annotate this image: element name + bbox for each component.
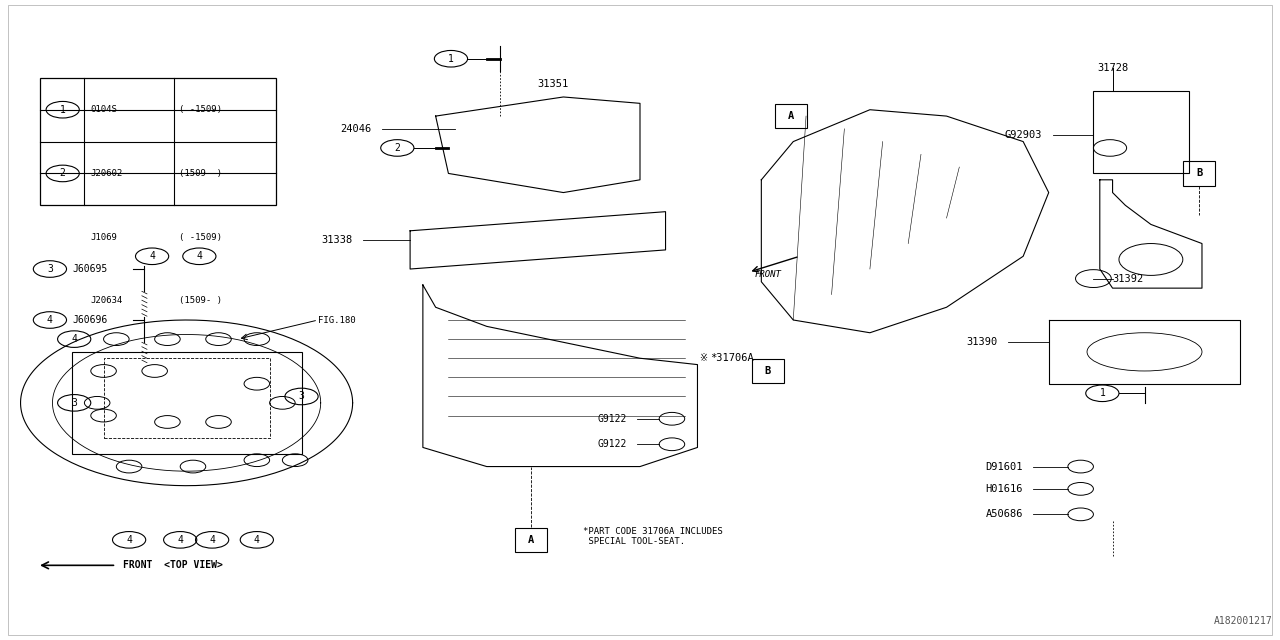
Text: 1: 1 [60, 105, 65, 115]
Text: (1509- ): (1509- ) [179, 296, 221, 305]
Text: G9122: G9122 [598, 439, 627, 449]
Text: J60695: J60695 [73, 264, 109, 274]
Text: J60696: J60696 [73, 315, 109, 325]
Text: 4: 4 [150, 252, 155, 261]
Text: A: A [529, 535, 535, 545]
Text: A50686: A50686 [986, 509, 1023, 519]
Text: A182001217: A182001217 [1213, 616, 1272, 626]
Text: B: B [1197, 168, 1202, 179]
Text: J20602: J20602 [91, 169, 123, 178]
Text: D91601: D91601 [986, 461, 1023, 472]
Text: 0104S: 0104S [91, 105, 118, 114]
Text: B: B [764, 366, 771, 376]
Text: G9122: G9122 [598, 414, 627, 424]
Text: ( -1509): ( -1509) [179, 233, 221, 242]
Bar [72, 352, 302, 454]
Text: J1069: J1069 [91, 233, 118, 242]
Text: 31728: 31728 [1097, 63, 1128, 74]
Text: G92903: G92903 [1005, 130, 1042, 140]
Text: 24046: 24046 [340, 124, 371, 134]
Text: 1: 1 [448, 54, 454, 64]
Text: 3: 3 [298, 392, 305, 401]
Text: *PART CODE 31706A INCLUDES
 SPECIAL TOOL-SEAT.: *PART CODE 31706A INCLUDES SPECIAL TOOL-… [582, 527, 722, 547]
Text: 31351: 31351 [538, 79, 570, 89]
Text: 4: 4 [196, 252, 202, 261]
Text: J20634: J20634 [91, 296, 123, 305]
Text: H01616: H01616 [986, 484, 1023, 494]
Text: 3: 3 [47, 264, 52, 274]
Bar [751, 359, 783, 383]
Text: 4: 4 [209, 535, 215, 545]
Bar [774, 104, 806, 128]
Text: 4: 4 [72, 334, 77, 344]
Text: ( -1509): ( -1509) [179, 105, 221, 114]
Text: (1509- ): (1509- ) [179, 169, 221, 178]
Bar [1093, 91, 1189, 173]
Text: A: A [787, 111, 794, 121]
Text: 4: 4 [177, 535, 183, 545]
Text: FRONT  <TOP VIEW>: FRONT <TOP VIEW> [123, 561, 223, 570]
Bar [104, 358, 270, 438]
Text: 31392: 31392 [1112, 273, 1144, 284]
Text: 3: 3 [72, 398, 77, 408]
Text: FIG.180: FIG.180 [319, 316, 356, 324]
Text: *31706A: *31706A [710, 353, 754, 364]
Bar [40, 78, 276, 205]
Bar [516, 528, 548, 552]
Text: ※: ※ [700, 353, 708, 364]
Text: FRONT: FRONT [754, 270, 781, 279]
Text: 2: 2 [394, 143, 401, 153]
Text: 31338: 31338 [321, 236, 352, 245]
Text: 4: 4 [127, 535, 132, 545]
Text: 4: 4 [47, 315, 52, 325]
Text: 31390: 31390 [966, 337, 997, 348]
Text: 4: 4 [253, 535, 260, 545]
Bar [1184, 161, 1216, 186]
Text: 2: 2 [60, 168, 65, 179]
Text: 1: 1 [1100, 388, 1106, 398]
